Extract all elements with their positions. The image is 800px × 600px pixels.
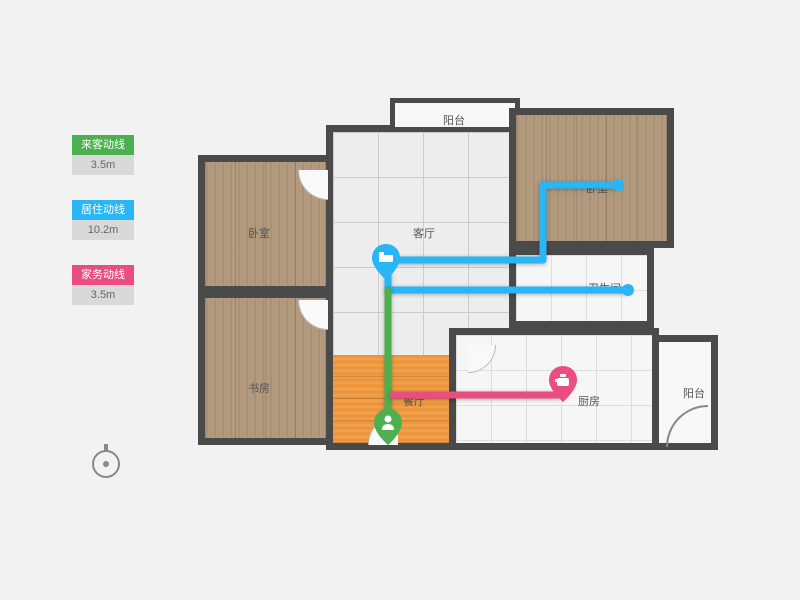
compass-icon: [88, 440, 124, 480]
room-bedroom-right: [509, 108, 674, 248]
legend-living-title: 居住动线: [72, 200, 134, 220]
legend-housework-title: 家务动线: [72, 265, 134, 285]
legend-living: 居住动线 10.2m: [72, 200, 134, 240]
legend-living-value: 10.2m: [72, 220, 134, 240]
label-balcony-top: 阳台: [443, 112, 465, 128]
label-study: 书房: [248, 380, 270, 396]
label-bedroom-right: 卧室: [586, 180, 608, 196]
legend-housework: 家务动线 3.5m: [72, 265, 134, 305]
pin-living: [372, 244, 400, 280]
label-living: 客厅: [413, 225, 435, 241]
room-living: [326, 125, 516, 360]
floorplan: 卧室 书房 客厅 餐厅 阳台 卧室 卫生间 厨房 阳台: [198, 100, 725, 470]
label-dining: 餐厅: [403, 393, 425, 409]
legend-guest: 来客动线 3.5m: [72, 135, 134, 175]
pin-guest: [374, 409, 402, 445]
flowline-legend: 来客动线 3.5m 居住动线 10.2m 家务动线 3.5m: [72, 135, 134, 330]
label-balcony-right: 阳台: [683, 385, 705, 401]
legend-guest-value: 3.5m: [72, 155, 134, 175]
legend-housework-value: 3.5m: [72, 285, 134, 305]
legend-guest-title: 来客动线: [72, 135, 134, 155]
label-bathroom: 卫生间: [588, 280, 621, 296]
label-bedroom-left: 卧室: [248, 225, 270, 241]
pin-housework: [549, 366, 577, 402]
room-bathroom: [509, 248, 654, 328]
label-kitchen: 厨房: [578, 393, 600, 409]
